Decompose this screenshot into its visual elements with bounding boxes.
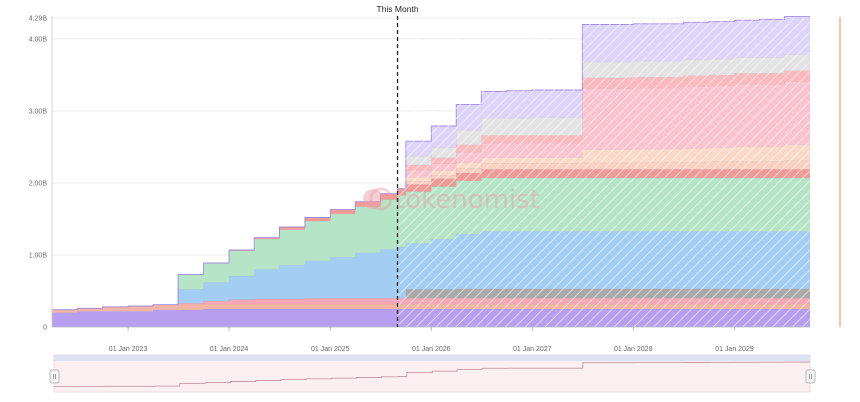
x-tick-label: 01 Jan 2023 [109, 346, 148, 353]
x-tick-label: 01 Jan 2026 [412, 346, 451, 353]
navigator-top-bar[interactable] [54, 355, 810, 361]
this-month-label: This Month [377, 4, 419, 14]
y-tick-label: 3.00B [29, 108, 48, 115]
watermark-logo-icon [363, 189, 383, 209]
x-tick-label: 01 Jan 2028 [614, 346, 653, 353]
projection-hatch [397, 18, 810, 327]
navigator-right-handle[interactable] [805, 369, 816, 384]
x-axis-ticks: 01 Jan 2023 01 Jan 2024 01 Jan 2025 01 Jan … [109, 327, 754, 353]
y-tick-label: 1.00B [29, 252, 48, 259]
navigator-left-handle[interactable] [49, 369, 60, 384]
x-tick-label: 01 Jan 2029 [715, 346, 754, 353]
x-tick-label: 01 Jan 2024 [210, 346, 249, 353]
y-tick-label: 2.00B [29, 180, 48, 187]
navigator-preview-line [54, 361, 810, 388]
x-tick-label: 01 Jan 2027 [513, 346, 552, 353]
y-tick-label: 4.29B [29, 16, 48, 23]
watermark-text: tokenomist [395, 185, 540, 215]
y-axis-ticks: 0 1.00B 2.00B 3.00B 4.00B 4.29B [29, 16, 48, 332]
watermark-logo-ring-icon [369, 187, 393, 211]
x-tick-label: 01 Jan 2025 [311, 346, 350, 353]
range-navigator[interactable] [49, 354, 816, 393]
watermark: tokenomist [363, 185, 540, 215]
y-tick-label: 0 [43, 325, 47, 332]
y-tick-label: 4.00B [29, 36, 48, 43]
